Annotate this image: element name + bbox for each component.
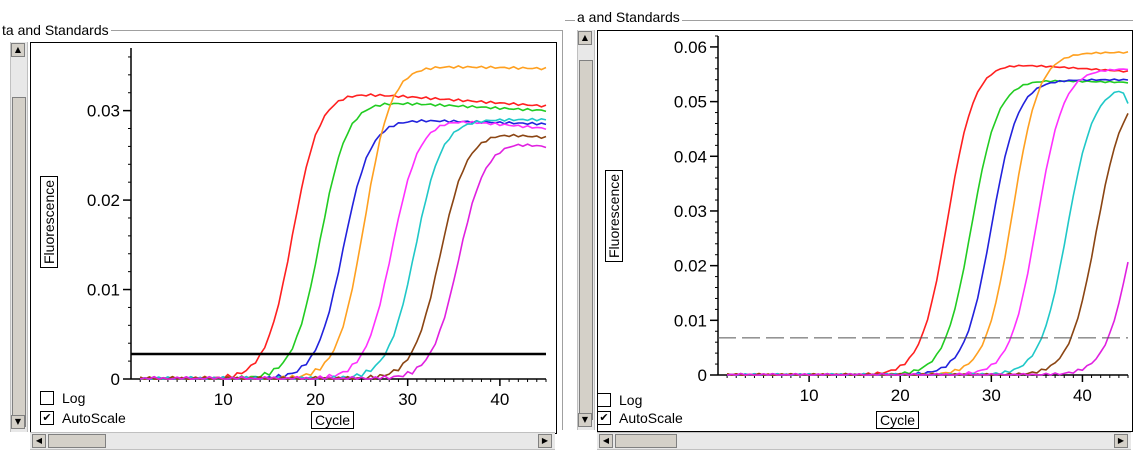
amplification-curve [139, 93, 547, 380]
y-tick-label: 0.06 [674, 38, 707, 57]
left-panel: ta and Standards ▲ ▼ 0 0.01 0.02 0.03 10 20 30… [0, 22, 563, 450]
vertical-scroll-thumb[interactable] [12, 97, 26, 427]
group-border-right [562, 30, 563, 430]
scroll-down-button[interactable]: ▼ [578, 413, 592, 427]
x-tick-label: 30 [398, 390, 417, 409]
scroll-down-button[interactable]: ▼ [11, 415, 25, 429]
y-tick-label: 0.04 [674, 147, 707, 166]
x-tick-label: 20 [891, 386, 910, 405]
scroll-right-button[interactable]: ▶ [538, 434, 552, 448]
log-checkbox[interactable]: Log [597, 392, 642, 408]
x-tick-label: 30 [982, 386, 1001, 405]
amplification-chart: 0 0.01 0.02 0.03 0.04 0.05 0.06 10 20 30 40 [674, 35, 1129, 405]
right-panel: a and Standards ▲ ▼ 0 0.01 0.02 0.03 0.04 0.0… [565, 0, 1133, 452]
amplification-curve [139, 65, 547, 380]
y-tick-label: 0.03 [674, 202, 707, 221]
x-axis-label: Cycle [876, 411, 920, 429]
vertical-scrollbar[interactable]: ▲ ▼ [10, 42, 28, 432]
x-tick-label: 10 [800, 386, 819, 405]
log-checkbox[interactable]: Log [40, 390, 85, 406]
scroll-left-button[interactable]: ◀ [599, 434, 613, 448]
amplification-curve [140, 143, 547, 380]
log-checkbox-label: Log [619, 392, 643, 408]
y-tick-label: 0 [698, 366, 707, 385]
amplification-curve [726, 64, 1129, 376]
autoscale-checkbox[interactable]: ✔ AutoScale [40, 410, 126, 426]
amplification-curve [140, 101, 547, 380]
x-tick-label: 40 [490, 390, 509, 409]
amplification-curve [139, 119, 547, 380]
autoscale-checkbox-label: AutoScale [619, 410, 683, 426]
group-border-top [0, 30, 562, 31]
horizontal-scroll-thumb[interactable] [615, 434, 677, 448]
vertical-scrollbar[interactable]: ▲ ▼ [577, 30, 595, 430]
scroll-left-button[interactable]: ◀ [32, 434, 46, 448]
log-checkbox-box[interactable] [40, 391, 54, 405]
autoscale-checkbox-box[interactable]: ✔ [597, 411, 611, 425]
autoscale-checkbox-label: AutoScale [62, 410, 126, 426]
scroll-up-button[interactable]: ▲ [578, 31, 592, 45]
horizontal-scrollbar[interactable]: ◀ ▶ [30, 432, 555, 450]
y-axis-label: Fluorescence [40, 175, 58, 268]
amplification-chart: 0 0.01 0.02 0.03 10 20 30 40 [87, 48, 547, 409]
y-tick-label: 0.02 [674, 257, 707, 276]
horizontal-scrollbar[interactable]: ◀ ▶ [597, 432, 1131, 450]
group-title: a and Standards [575, 9, 682, 25]
amplification-curve [726, 261, 1129, 376]
scroll-up-button[interactable]: ▲ [11, 43, 25, 57]
y-tick-label: 0.05 [674, 93, 707, 112]
amplification-curve [726, 51, 1129, 376]
x-tick-label: 10 [214, 390, 233, 409]
x-tick-label: 20 [306, 390, 325, 409]
autoscale-checkbox-box[interactable]: ✔ [40, 411, 54, 425]
chart-area: 0 0.01 0.02 0.03 0.04 0.05 0.06 10 20 30 40 [597, 30, 1133, 432]
y-tick-label: 0 [111, 370, 120, 389]
group-title: ta and Standards [0, 22, 111, 38]
y-tick-label: 0.03 [87, 102, 120, 121]
horizontal-scroll-thumb[interactable] [48, 434, 106, 448]
y-tick-label: 0.02 [87, 191, 120, 210]
y-axis-label: Fluorescence [605, 169, 623, 262]
log-checkbox-label: Log [62, 390, 86, 406]
amplification-curve [726, 113, 1129, 376]
vertical-scroll-thumb[interactable] [579, 60, 593, 420]
chart-area: 0 0.01 0.02 0.03 10 20 30 40 [30, 42, 557, 434]
group-border-top [565, 20, 1133, 21]
log-checkbox-box[interactable] [597, 393, 611, 407]
scroll-right-button[interactable]: ▶ [1114, 434, 1128, 448]
autoscale-checkbox[interactable]: ✔ AutoScale [597, 410, 683, 426]
amplification-curve [726, 90, 1129, 376]
x-axis-label: Cycle [311, 411, 355, 429]
y-tick-label: 0.01 [674, 311, 707, 330]
x-tick-label: 40 [1073, 386, 1092, 405]
y-tick-label: 0.01 [87, 281, 120, 300]
